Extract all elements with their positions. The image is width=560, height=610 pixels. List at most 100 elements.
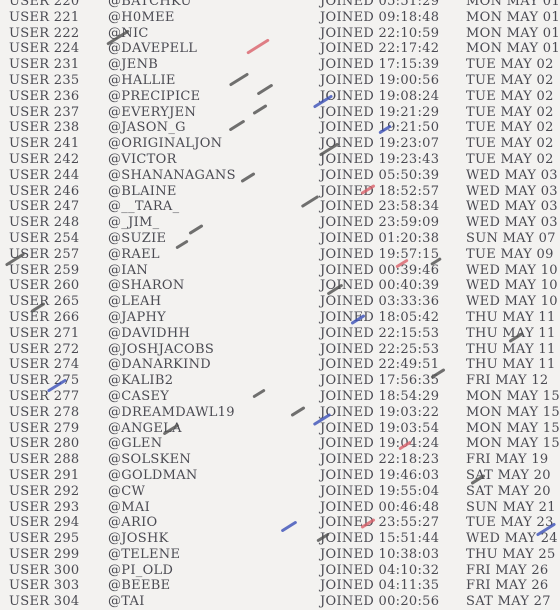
join-date: THU MAY 11	[466, 357, 556, 373]
user-id: USER 271	[9, 325, 80, 341]
join-date: FRI MAY 26	[466, 562, 549, 578]
user-handle: @JAPHY	[108, 309, 167, 325]
user-id: USER 300	[9, 562, 80, 578]
list-item: USER 260 @SHARON JOINED 00:40:39 WED MAY 10	[0, 278, 560, 294]
join-time: JOINED 22:49:51	[320, 357, 440, 373]
join-date: TUE MAY 02	[466, 88, 554, 104]
join-time: JOINED 04:11:35	[320, 578, 440, 594]
user-id: USER 224	[9, 41, 80, 57]
list-item: USER 293 @MAI JOINED 00:46:48 SUN MAY 21	[0, 500, 560, 516]
user-id: USER 259	[9, 262, 80, 278]
user-handle: @GOLDMAN	[108, 467, 198, 483]
user-handle: @SHARON	[108, 278, 185, 294]
user-id: USER 246	[9, 183, 80, 199]
list-item: USER 248 @_JIM_ JOINED 23:59:09 WED MAY 03	[0, 215, 560, 231]
user-id: USER 265	[9, 294, 80, 310]
user-handle: @SHANANAGANS	[108, 167, 236, 183]
join-time: JOINED 17:15:39	[320, 57, 440, 73]
join-time: JOINED 05:50:39	[320, 167, 440, 183]
join-time: JOINED 18:54:29	[320, 388, 440, 404]
list-item: USER 236 @PRECIPICE JOINED 19:08:24 TUE MAY…	[0, 89, 560, 105]
list-item: USER 277 @CASEY JOINED 18:54:29 MON MAY 15	[0, 389, 560, 405]
list-item: USER 303 @BEEBE JOINED 04:11:35 FRI MAY 26	[0, 578, 560, 594]
join-time: JOINED 19:21:29	[320, 104, 440, 120]
join-date: WED MAY 03	[466, 167, 558, 183]
user-id: USER 274	[9, 357, 80, 373]
user-handle: @JOSHJACOBS	[108, 341, 215, 357]
list-item: USER 272 @JOSHJACOBS JOINED 22:25:53 THU MA…	[0, 342, 560, 358]
join-date: MON MAY 01	[466, 9, 560, 25]
user-handle: @PI_OLD	[108, 562, 174, 578]
user-id: USER 304	[9, 594, 80, 610]
join-date: TUE MAY 02	[466, 57, 554, 73]
join-time: JOINED 19:57:15	[320, 246, 440, 262]
user-id: USER 248	[9, 215, 80, 231]
list-item: USER 299 @TELENE JOINED 10:38:03 THU MAY 25	[0, 547, 560, 563]
list-item: USER 257 @RAEL JOINED 19:57:15 TUE MAY 09	[0, 247, 560, 263]
join-date: TUE MAY 02	[466, 151, 554, 167]
user-id: USER 247	[9, 199, 80, 215]
join-time: JOINED 17:56:35	[320, 373, 440, 389]
join-time: JOINED 15:51:44	[320, 531, 440, 547]
user-handle: @DREAMDAWL19	[108, 404, 235, 420]
list-item: USER 300 @PI_OLD JOINED 04:10:32 FRI MAY 26	[0, 563, 560, 579]
join-time: JOINED 19:55:04	[320, 483, 440, 499]
user-id: USER 293	[9, 499, 80, 515]
join-time: JOINED 23:55:27	[320, 515, 440, 531]
user-handle: @JASON_G	[108, 120, 186, 136]
join-date: WED MAY 10	[466, 262, 558, 278]
join-date: TUE MAY 02	[466, 104, 554, 120]
user-id: USER 235	[9, 72, 80, 88]
join-time: JOINED 19:04:24	[320, 436, 440, 452]
user-id: USER 237	[9, 104, 80, 120]
list-item: USER 244 @SHANANAGANS JOINED 05:50:39 WED M…	[0, 168, 560, 184]
join-time: JOINED 22:10:59	[320, 25, 440, 41]
user-handle: @__TARA_	[108, 199, 180, 215]
list-item: USER 265 @LEAH JOINED 03:33:36 WED MAY 10	[0, 294, 560, 310]
list-item: USER 294 @ARIO JOINED 23:55:27 TUE MAY 23	[0, 515, 560, 531]
join-date: WED MAY 10	[466, 294, 558, 310]
user-id: USER 254	[9, 230, 80, 246]
join-time: JOINED 10:38:03	[320, 546, 440, 562]
join-date: WED MAY 03	[466, 215, 558, 231]
user-id: USER 260	[9, 278, 80, 294]
user-handle: @SOLSKEN	[108, 452, 192, 468]
user-handle: @VICTOR	[108, 151, 177, 167]
user-id: USER 236	[9, 88, 80, 104]
join-date: MON MAY 15	[466, 404, 560, 420]
join-date: SAT MAY 27	[466, 594, 551, 610]
user-id: USER 222	[9, 25, 80, 41]
user-id: USER 266	[9, 309, 80, 325]
join-date: SAT MAY 20	[466, 483, 551, 499]
user-id: USER 257	[9, 246, 80, 262]
join-date: MON MAY 01	[466, 25, 560, 41]
join-time: JOINED 22:18:23	[320, 452, 440, 468]
user-id: USER 241	[9, 136, 80, 152]
user-handle: @IAN	[108, 262, 149, 278]
join-date: MON MAY 15	[466, 436, 560, 452]
list-item: USER 235 @HALLIE JOINED 19:00:56 TUE MAY 02	[0, 73, 560, 89]
join-date: THU MAY 11	[466, 309, 556, 325]
join-time: JOINED 05:51:29	[320, 0, 440, 9]
join-time: JOINED 23:59:09	[320, 215, 440, 231]
user-id: USER 295	[9, 531, 80, 547]
join-time: JOINED 00:39:46	[320, 262, 440, 278]
join-date: THU MAY 11	[466, 325, 556, 341]
user-id: USER 244	[9, 167, 80, 183]
user-handle: @ARIO	[108, 515, 158, 531]
user-handle: @KALIB2	[108, 373, 174, 389]
list-item: USER 304 @TAI JOINED 00:20:56 SAT MAY 27	[0, 594, 560, 610]
join-time: JOINED 19:21:50	[320, 120, 440, 136]
list-item: USER 266 @JAPHY JOINED 18:05:42 THU MAY 11	[0, 310, 560, 326]
join-date: THU MAY 11	[466, 341, 556, 357]
join-time: JOINED 19:23:43	[320, 151, 440, 167]
join-time: JOINED 22:15:53	[320, 325, 440, 341]
list-item: USER 275 @KALIB2 JOINED 17:56:35 FRI MAY 12	[0, 373, 560, 389]
user-handle: @RAEL	[108, 246, 160, 262]
join-time: JOINED 01:20:38	[320, 230, 440, 246]
join-date: TUE MAY 09	[466, 246, 554, 262]
list-item: USER 221 @H0MEE JOINED 09:18:48 MON MAY 01	[0, 10, 560, 26]
join-date: FRI MAY 19	[466, 452, 549, 468]
user-handle: @CASEY	[108, 388, 170, 404]
